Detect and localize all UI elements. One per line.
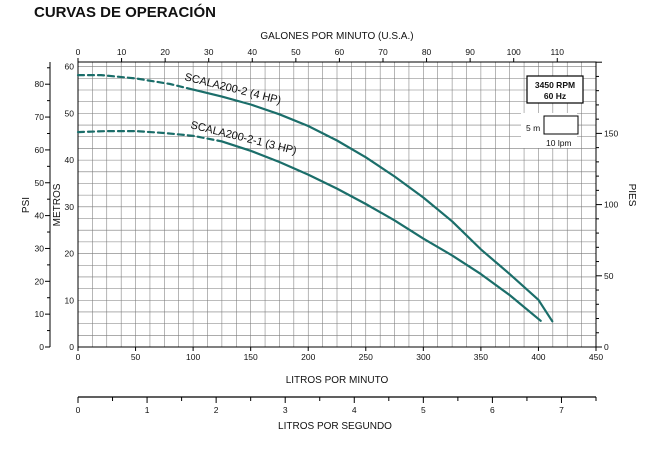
series-1-dashed-segment (76, 130, 223, 143)
x-top-tick-label: 60 (335, 47, 345, 57)
x-top-tick-label: 30 (204, 47, 214, 57)
y-metros-tick-label: 50 (65, 108, 75, 118)
y-metros-tick-label: 20 (65, 249, 75, 259)
x-top-tick-label: 40 (248, 47, 258, 57)
x-top-tick-label: 80 (422, 47, 432, 57)
x-lps-tick-label: 5 (421, 405, 426, 415)
x-bottom-tick-label: 50 (131, 352, 141, 362)
scale-legend: 5 m 10 lpm (521, 113, 579, 148)
y-pies-tick-label: 100 (604, 200, 618, 210)
x-lps-tick-label: 7 (559, 405, 564, 415)
x-top-tick-label: 100 (507, 47, 521, 57)
y-metros-tick-label: 10 (65, 295, 75, 305)
series-0-solid-segment (192, 88, 554, 323)
x-bottom-tick-label: 200 (301, 352, 315, 362)
x-lps-tick-label: 1 (145, 405, 150, 415)
x-bottom-tick-label: 150 (244, 352, 258, 362)
y-psi-axis-title: PSI (21, 197, 32, 213)
x-top-axis-title: GALONES POR MINUTO (U.S.A.) (260, 31, 413, 42)
x-bottom-tick-label: 400 (531, 352, 545, 362)
scale-vertical-label: 5 m (526, 123, 540, 133)
y-metros-tick-label: 0 (69, 342, 74, 352)
y-psi-tick-label: 70 (35, 112, 45, 122)
y-metros-tick-label: 40 (65, 155, 75, 165)
chart-series (76, 74, 554, 323)
scale-horizontal-label: 10 lpm (546, 138, 572, 148)
x-lps-axis-title: LITROS POR SEGUNDO (278, 421, 392, 432)
x-top-tick-label: 90 (465, 47, 475, 57)
chart-axes (45, 58, 602, 403)
x-top-tick-label: 70 (378, 47, 388, 57)
chart-grid (77, 62, 597, 348)
x-top-tick-label: 110 (550, 47, 564, 57)
hz-label: 60 Hz (544, 91, 566, 101)
y-psi-tick-label: 0 (39, 342, 44, 352)
x-top-tick-label: 10 (117, 47, 127, 57)
y-pies-tick-label: 50 (604, 271, 614, 281)
y-pies-tick-label: 150 (604, 128, 618, 138)
rpm-box-frame (526, 75, 584, 104)
y-pies-tick-label: 0 (604, 342, 609, 352)
y-metros-tick-label: 60 (65, 62, 75, 72)
y-pies-axis-title: PIES (626, 184, 637, 207)
x-bottom-axis-title: LITROS POR MINUTO (286, 375, 389, 386)
y-psi-tick-label: 60 (35, 145, 45, 155)
rpm-info-box: 3450 RPM 60 Hz (526, 75, 584, 104)
x-bottom-tick-label: 450 (589, 352, 603, 362)
y-psi-tick-label: 10 (35, 309, 45, 319)
y-metros-axis-title: METROS (52, 183, 63, 226)
rpm-label: 3450 RPM (535, 80, 575, 90)
page-title: CURVAS DE OPERACIÓN (34, 3, 216, 21)
x-bottom-tick-label: 100 (186, 352, 200, 362)
y-psi-tick-label: 40 (35, 211, 45, 221)
x-bottom-tick-label: 350 (474, 352, 488, 362)
x-bottom-tick-label: 300 (416, 352, 430, 362)
y-psi-tick-label: 50 (35, 178, 45, 188)
y-psi-tick-label: 80 (35, 79, 45, 89)
y-psi-tick-label: 20 (35, 276, 45, 286)
x-lps-tick-label: 4 (352, 405, 357, 415)
x-bottom-tick-label: 250 (359, 352, 373, 362)
series-0-dashed-segment (76, 74, 195, 91)
x-top-tick-label: 20 (160, 47, 170, 57)
series-1-solid-segment (220, 140, 542, 322)
x-lps-tick-label: 0 (76, 405, 81, 415)
y-psi-tick-label: 30 (35, 243, 45, 253)
y-metros-tick-label: 30 (65, 202, 75, 212)
x-top-tick-label: 50 (291, 47, 301, 57)
scale-square (543, 115, 579, 135)
x-lps-tick-label: 6 (490, 405, 495, 415)
x-bottom-tick-label: 0 (76, 352, 81, 362)
x-top-tick-label: 0 (76, 47, 81, 57)
x-lps-tick-label: 3 (283, 405, 288, 415)
x-lps-tick-label: 2 (214, 405, 219, 415)
